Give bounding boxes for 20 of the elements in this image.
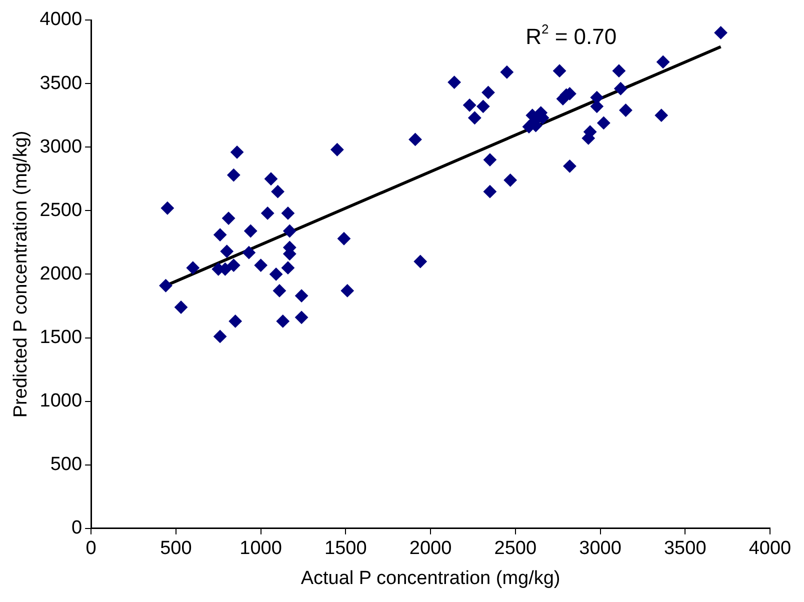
x-axis-title: Actual P concentration (mg/kg) <box>300 568 560 589</box>
y-tick-label: 1000 <box>40 390 82 412</box>
y-tick-label: 1500 <box>40 326 82 348</box>
y-axis-title: Predicted P concentration (mg/kg) <box>10 130 32 418</box>
y-tick-label: 2500 <box>40 200 82 221</box>
x-tick-label: 4000 <box>748 538 792 560</box>
x-tick-label: 2500 <box>494 538 537 560</box>
y-tick-label: 4000 <box>40 9 82 30</box>
x-tick-label: 3500 <box>664 538 706 560</box>
y-tick-label: 3000 <box>40 136 82 158</box>
y-tick-label: 2000 <box>40 263 82 284</box>
x-tick-label: 3000 <box>579 538 622 560</box>
x-tick-label: 1000 <box>240 538 282 560</box>
x-tick-label: 0 <box>86 538 96 560</box>
x-tick-label: 1500 <box>324 538 367 560</box>
x-tick-label: 2000 <box>409 538 452 560</box>
x-tick-label: 500 <box>160 538 192 560</box>
y-tick-label: 0 <box>71 518 82 539</box>
y-tick-label: 500 <box>50 454 82 476</box>
y-tick-label: 3500 <box>40 72 82 94</box>
